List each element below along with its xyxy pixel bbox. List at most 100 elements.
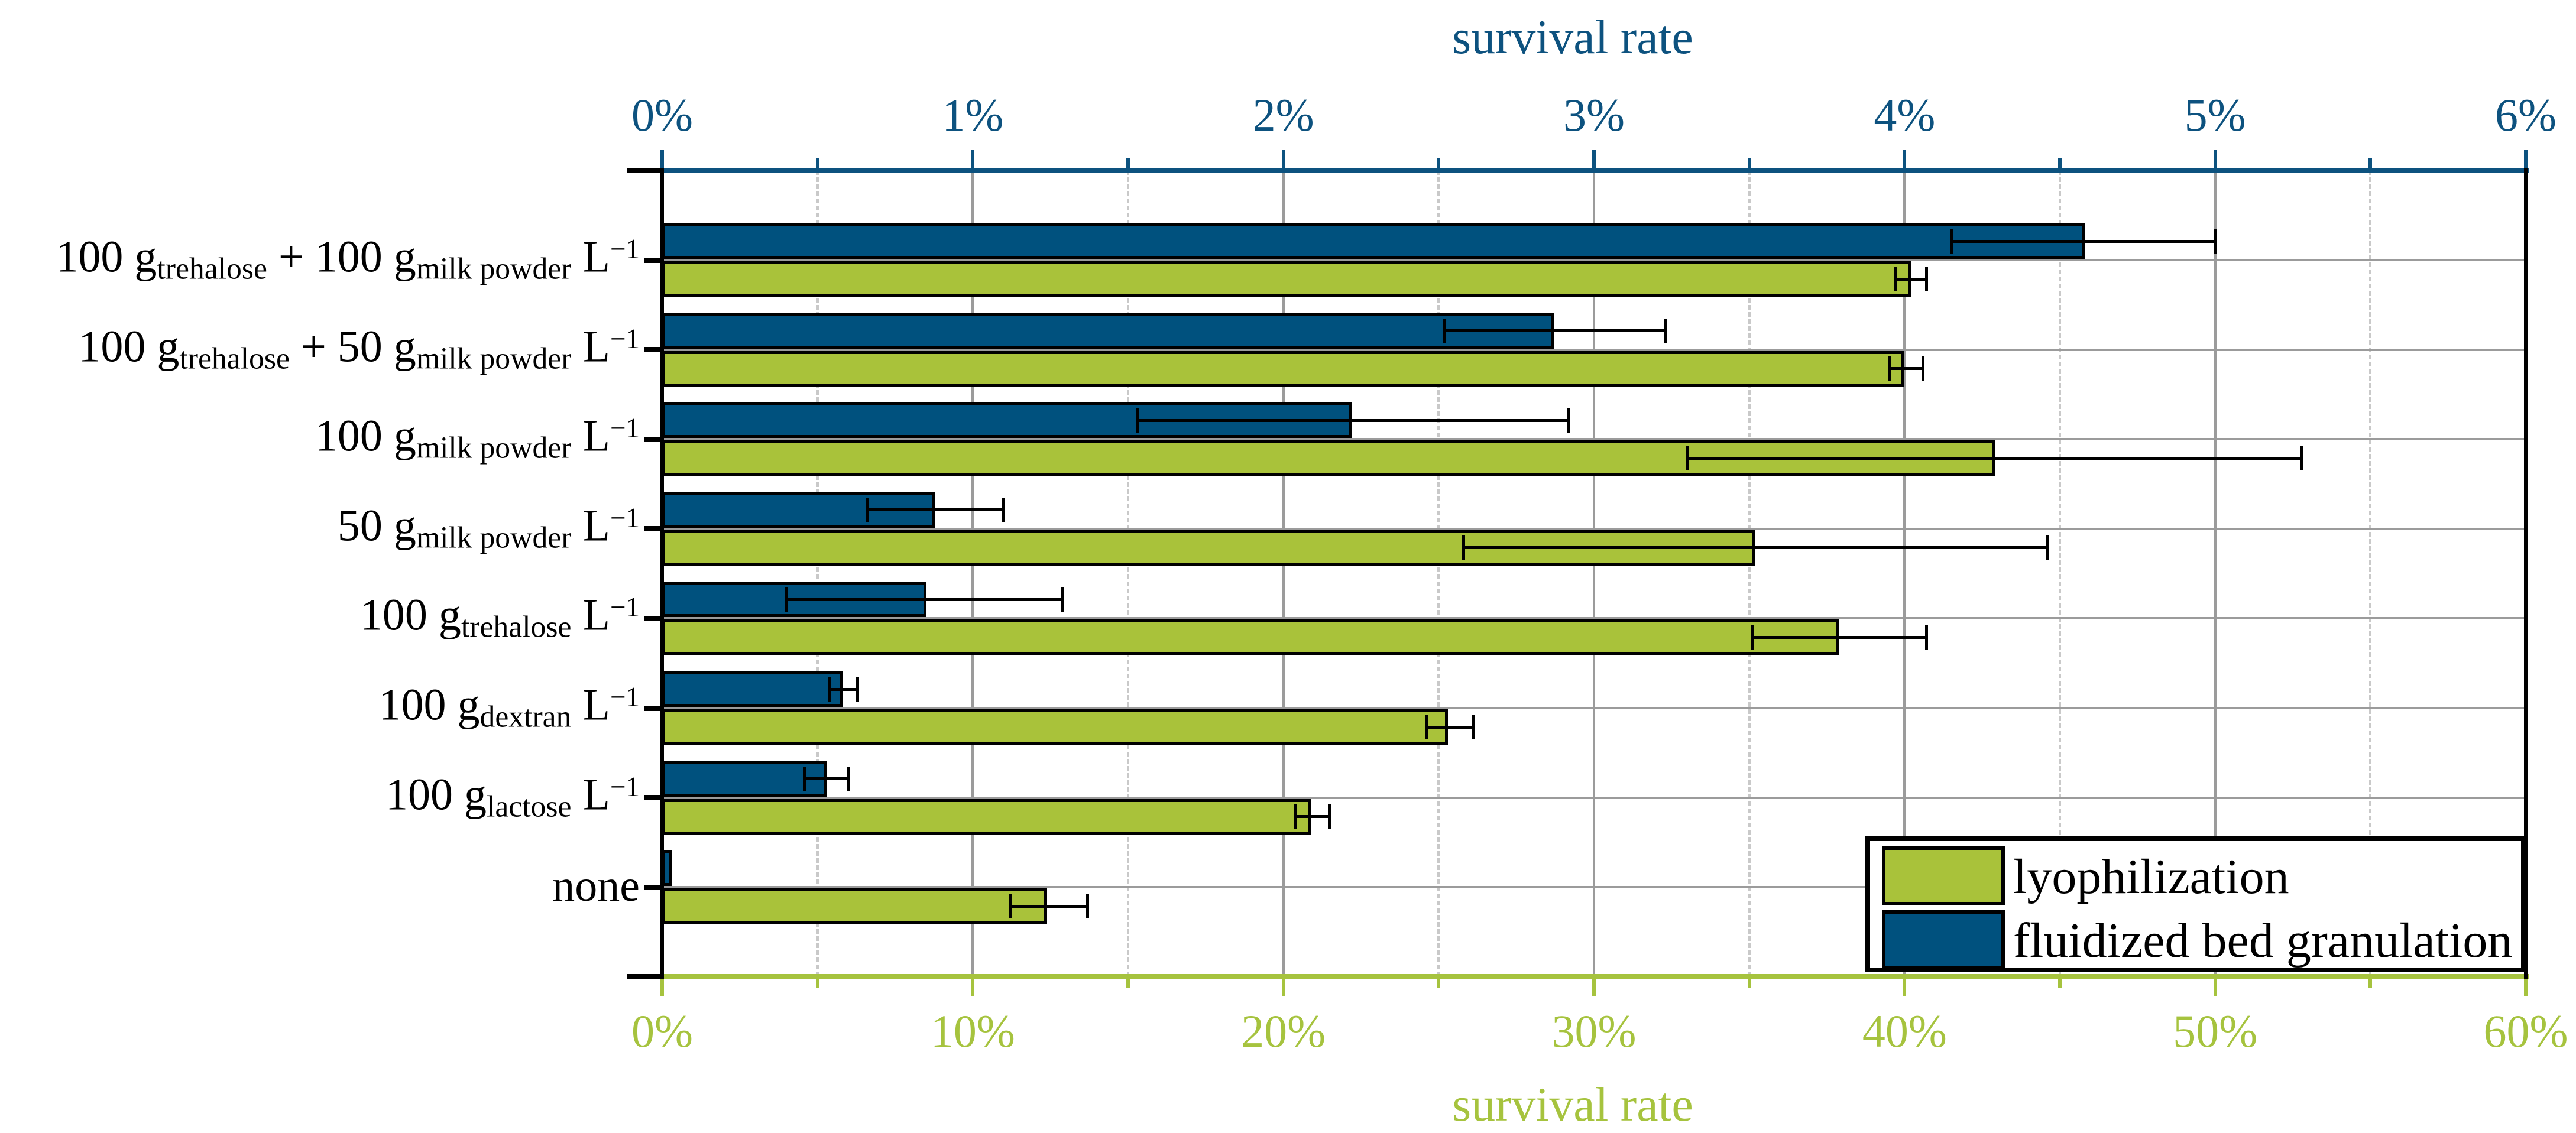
category-label-text: + 100 g	[267, 232, 416, 282]
top-axis-tick-major	[971, 150, 975, 168]
category-label-text: 100 g	[56, 232, 157, 282]
grid-line-horizontal	[662, 617, 2526, 620]
category-label-text: 100 g	[378, 680, 480, 730]
category-label-subscript: milk powder	[416, 431, 572, 465]
category-tick	[644, 347, 660, 353]
error-bar-line	[829, 687, 858, 691]
legend-label-lyophilization: lyophilization	[2013, 849, 2289, 904]
top-axis-tick-label: 4%	[1874, 89, 1936, 141]
top-axis-tick-major	[2213, 150, 2217, 168]
grid-line-vertical-major	[971, 170, 974, 976]
category-label-text: 100 g	[385, 770, 487, 820]
bottom-axis-tick-major	[660, 979, 664, 996]
top-axis-tick-major	[1281, 150, 1285, 168]
grid-line-vertical-minor	[1127, 170, 1129, 976]
bar-fluidized-bed-granulation	[662, 223, 2085, 259]
bottom-axis-tick-minor	[1747, 979, 1751, 988]
category-label-superscript: −1	[610, 502, 640, 534]
category-tick	[644, 526, 660, 532]
bottom-axis-tick-label: 50%	[2173, 1005, 2258, 1057]
grid-line-vertical-major	[1593, 170, 1595, 976]
bar-lyophilization	[662, 709, 1449, 745]
error-bar-cap-high	[1924, 625, 1928, 650]
top-axis-tick-label: 0%	[631, 89, 693, 141]
grid-line-horizontal	[662, 438, 2526, 441]
error-bar-cap-low	[1443, 318, 1447, 343]
error-bar-cap-low	[828, 677, 832, 702]
error-bar-cap-high	[856, 677, 860, 702]
top-axis-tick-label: 6%	[2495, 89, 2556, 141]
error-bar-cap-low	[785, 587, 788, 612]
category-tick	[644, 615, 660, 621]
bar-lyophilization	[662, 350, 1905, 387]
bottom-axis-tick-label: 20%	[1241, 1005, 1326, 1057]
bottom-axis-tick-minor	[815, 979, 819, 988]
bottom-axis-tick-major	[2213, 979, 2217, 996]
top-axis-tick-minor	[2058, 158, 2062, 168]
category-label: 50 gmilk powder L−1	[0, 501, 640, 556]
grid-line-vertical-minor	[1437, 170, 1440, 976]
error-bar-line	[1951, 239, 2215, 243]
error-bar-cap-high	[1664, 318, 1667, 343]
grid-line-vertical-major	[2214, 170, 2217, 976]
error-bar-cap-high	[1086, 894, 1090, 919]
legend-label-fluidized-bed-granulation: fluidized bed granulation	[2013, 913, 2513, 968]
category-label-text: L	[571, 770, 610, 820]
category-label-superscript: −1	[610, 771, 640, 803]
category-label-text: 100 g	[315, 411, 416, 461]
error-bar-cap-low	[1751, 625, 1754, 650]
category-label-text: 100 g	[359, 590, 461, 641]
top-axis-tick-label: 5%	[2184, 89, 2246, 141]
right-axis-line	[2524, 168, 2528, 979]
bottom-axis-tick-major	[971, 979, 975, 996]
bottom-axis-tick-minor	[1437, 979, 1441, 988]
bottom-axis-tick-label: 60%	[2483, 1005, 2568, 1057]
category-label-subscript: trehalose	[461, 610, 572, 644]
bar-lyophilization	[662, 440, 1995, 476]
top-axis-line	[659, 168, 2529, 173]
grid-line-vertical-major	[1903, 170, 1906, 976]
error-bar-line	[1426, 725, 1473, 729]
legend-swatch-lyophilization	[1882, 846, 2005, 905]
top-axis-tick-major	[2524, 150, 2528, 168]
category-label-superscript: −1	[610, 413, 640, 444]
bar-lyophilization	[662, 888, 1048, 924]
grid-line-horizontal	[662, 886, 2526, 889]
error-bar-line	[1295, 815, 1330, 819]
top-axis-tick-minor	[1747, 158, 1751, 168]
error-bar-cap-low	[1462, 535, 1465, 560]
error-bar-cap-low	[1294, 804, 1298, 829]
category-label-text: L	[571, 590, 610, 641]
bar-lyophilization	[662, 261, 1911, 297]
legend: lyophilization fluidized bed granulation	[1865, 836, 2526, 972]
category-tick	[644, 884, 660, 890]
grid-line-horizontal	[662, 348, 2526, 351]
grid-line-vertical-minor	[1748, 170, 1751, 976]
bottom-axis-tick-major	[1281, 979, 1285, 996]
bottom-axis-line	[659, 974, 2529, 979]
error-bar-cap-high	[1328, 804, 1331, 829]
top-axis-tick-major	[660, 150, 664, 168]
error-bar-cap-low	[866, 497, 869, 522]
top-axis-tick-label: 2%	[1252, 89, 1314, 141]
error-bar-cap-high	[2214, 229, 2217, 254]
error-bar-cap-high	[1924, 267, 1928, 291]
error-bar-cap-low	[1686, 446, 1689, 471]
grid-line-vertical-minor	[816, 170, 819, 976]
error-bar-cap-high	[1567, 408, 1571, 433]
bottom-axis-tick-label: 40%	[1862, 1005, 1947, 1057]
error-bar-cap-low	[1894, 267, 1897, 291]
category-label-text: L	[571, 322, 610, 372]
category-label-text: none	[552, 861, 640, 911]
bottom-axis-tick-major	[1903, 979, 1907, 996]
error-bar-line	[786, 598, 1063, 601]
category-label-text: 100 g	[78, 322, 180, 372]
grid-line-horizontal	[662, 527, 2526, 530]
top-axis-tick-major	[1592, 150, 1596, 168]
grid-line-horizontal	[662, 796, 2526, 799]
category-label: 100 gmilk powder L−1	[0, 411, 640, 466]
category-label: none	[0, 861, 640, 912]
error-bar-cap-low	[1136, 408, 1139, 433]
bar-lyophilization	[662, 798, 1311, 835]
